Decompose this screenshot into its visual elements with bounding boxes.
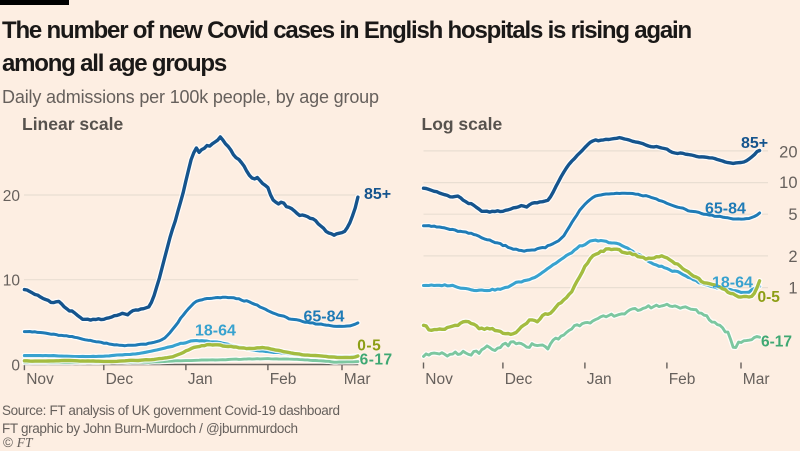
- svg-text:10: 10: [3, 273, 21, 290]
- svg-text:1: 1: [788, 279, 797, 297]
- svg-text:6-17: 6-17: [761, 334, 792, 351]
- svg-text:Mar: Mar: [743, 371, 770, 388]
- svg-text:Log scale: Log scale: [422, 114, 503, 134]
- svg-text:5: 5: [788, 206, 797, 224]
- svg-text:Linear scale: Linear scale: [22, 114, 123, 134]
- svg-text:18-64: 18-64: [195, 323, 236, 340]
- svg-text:0-5: 0-5: [357, 338, 381, 355]
- svg-text:85+: 85+: [741, 135, 768, 152]
- svg-text:65-84: 65-84: [304, 309, 345, 326]
- svg-text:Feb: Feb: [669, 371, 696, 388]
- svg-text:Jan: Jan: [188, 371, 213, 388]
- svg-text:Dec: Dec: [106, 371, 134, 388]
- svg-text:2: 2: [788, 248, 797, 266]
- svg-text:Mar: Mar: [344, 371, 371, 388]
- svg-text:18-64: 18-64: [712, 275, 753, 292]
- svg-text:20: 20: [779, 143, 797, 161]
- svg-text:Jan: Jan: [587, 371, 612, 388]
- svg-text:6-17: 6-17: [360, 352, 393, 369]
- svg-text:85+: 85+: [364, 186, 391, 203]
- svg-text:Feb: Feb: [270, 371, 297, 388]
- svg-text:Nov: Nov: [26, 371, 54, 388]
- svg-text:Nov: Nov: [425, 371, 453, 388]
- svg-text:20: 20: [3, 188, 21, 205]
- svg-text:0-5: 0-5: [758, 289, 781, 306]
- svg-text:10: 10: [779, 174, 797, 192]
- svg-text:65-84: 65-84: [705, 201, 746, 218]
- svg-text:0: 0: [11, 357, 20, 374]
- svg-text:Dec: Dec: [505, 371, 533, 388]
